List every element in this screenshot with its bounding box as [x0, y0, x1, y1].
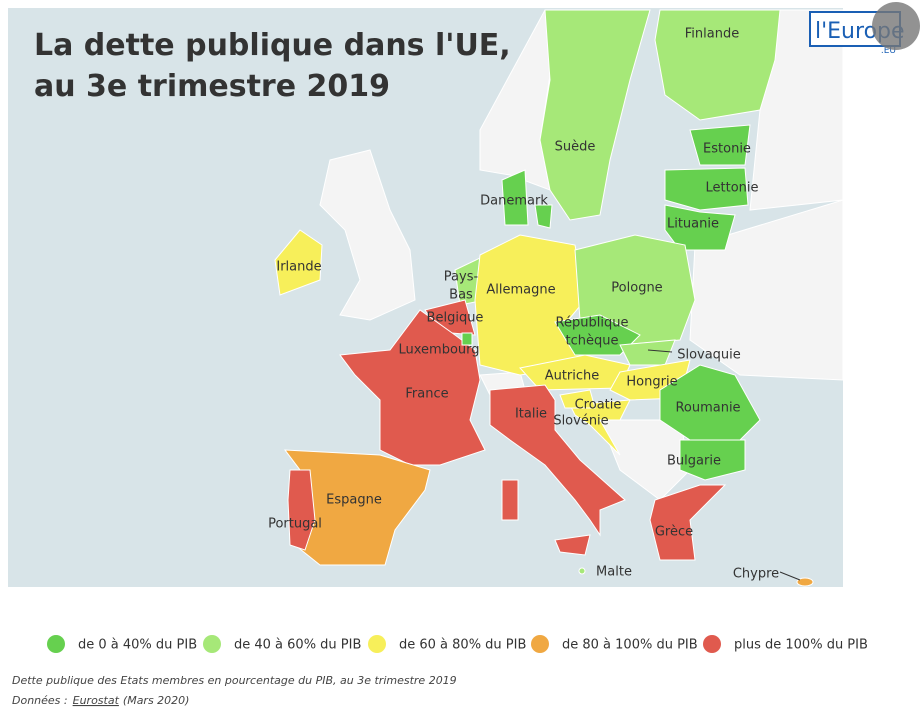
country-label: République: [556, 316, 629, 331]
country-label: Croatie: [575, 398, 622, 413]
caption: Dette publique des Etats membres en pour…: [12, 674, 457, 687]
legend-swatch: [203, 635, 221, 653]
country-label: Malte: [596, 565, 632, 580]
leader-line: [647, 349, 673, 353]
country-label: France: [405, 387, 448, 402]
country-label: Belgique: [427, 311, 484, 326]
country-label: Espagne: [326, 493, 382, 508]
country-label: Suède: [555, 140, 596, 155]
country: [501, 169, 529, 226]
country-label: Roumanie: [675, 401, 740, 416]
country-label: Lituanie: [667, 217, 719, 232]
country: [339, 309, 486, 466]
legend-swatch: [47, 635, 65, 653]
country: [664, 204, 736, 251]
country-label: Grèce: [655, 525, 693, 540]
country: [539, 9, 651, 221]
country: [649, 484, 727, 561]
country-label: Irlande: [276, 260, 321, 275]
country: [659, 364, 761, 441]
country-label: Luxembourg: [398, 343, 479, 358]
legend-label: de 80 à 100% du PIB: [562, 638, 698, 653]
country: [554, 534, 591, 556]
country: [534, 204, 553, 229]
country: [461, 332, 473, 346]
country-label: Chypre: [733, 567, 779, 582]
country-label: Slovénie: [553, 414, 608, 429]
legend-swatch: [703, 635, 721, 653]
country: [274, 229, 323, 296]
country: [796, 577, 814, 587]
country-label: Pays-: [444, 270, 479, 285]
source: Données : Eurostat (Mars 2020): [12, 694, 189, 707]
menu-button[interactable]: [872, 2, 920, 50]
country: [489, 384, 626, 537]
leader-line: [779, 571, 801, 581]
country-label: Slovaquie: [677, 348, 741, 363]
logo-sub: .EU: [881, 46, 896, 56]
legend-swatch: [368, 635, 386, 653]
country-label: tchèque: [566, 334, 619, 349]
country: [569, 399, 631, 456]
country-label: Bas: [449, 288, 473, 303]
country-label: Hongrie: [626, 375, 677, 390]
country-label: Lettonie: [705, 181, 758, 196]
land: [319, 149, 416, 321]
country: [287, 469, 316, 551]
country-label: Estonie: [703, 142, 751, 157]
country-label: Danemark: [480, 194, 548, 209]
country-label: Allemagne: [486, 283, 555, 298]
source-link[interactable]: Eurostat: [73, 694, 120, 707]
country: [689, 124, 751, 166]
legend-swatch: [531, 635, 549, 653]
country: [559, 389, 596, 409]
source-prefix: Données :: [12, 694, 68, 707]
country: [654, 9, 781, 121]
country: [474, 234, 586, 376]
country-label: Pologne: [611, 281, 662, 296]
legend-label: plus de 100% du PIB: [734, 638, 868, 653]
source-date: (Mars 2020): [123, 694, 190, 707]
title: La dette publique dans l'UE,: [34, 28, 511, 63]
country-label: Italie: [515, 407, 547, 422]
legend-label: de 0 à 40% du PIB: [78, 638, 197, 653]
title: au 3e trimestre 2019: [34, 69, 390, 104]
country-label: Finlande: [685, 27, 739, 42]
country-label: Autriche: [545, 369, 600, 384]
country: [501, 479, 519, 521]
legend-label: de 60 à 80% du PIB: [399, 638, 526, 653]
legend-label: de 40 à 60% du PIB: [234, 638, 361, 653]
country: [619, 339, 676, 366]
country: [664, 167, 749, 211]
land: [689, 199, 844, 381]
country: [578, 567, 586, 575]
country-label: Bulgarie: [667, 454, 721, 469]
country: [679, 439, 746, 481]
country-label: Portugal: [268, 517, 322, 532]
